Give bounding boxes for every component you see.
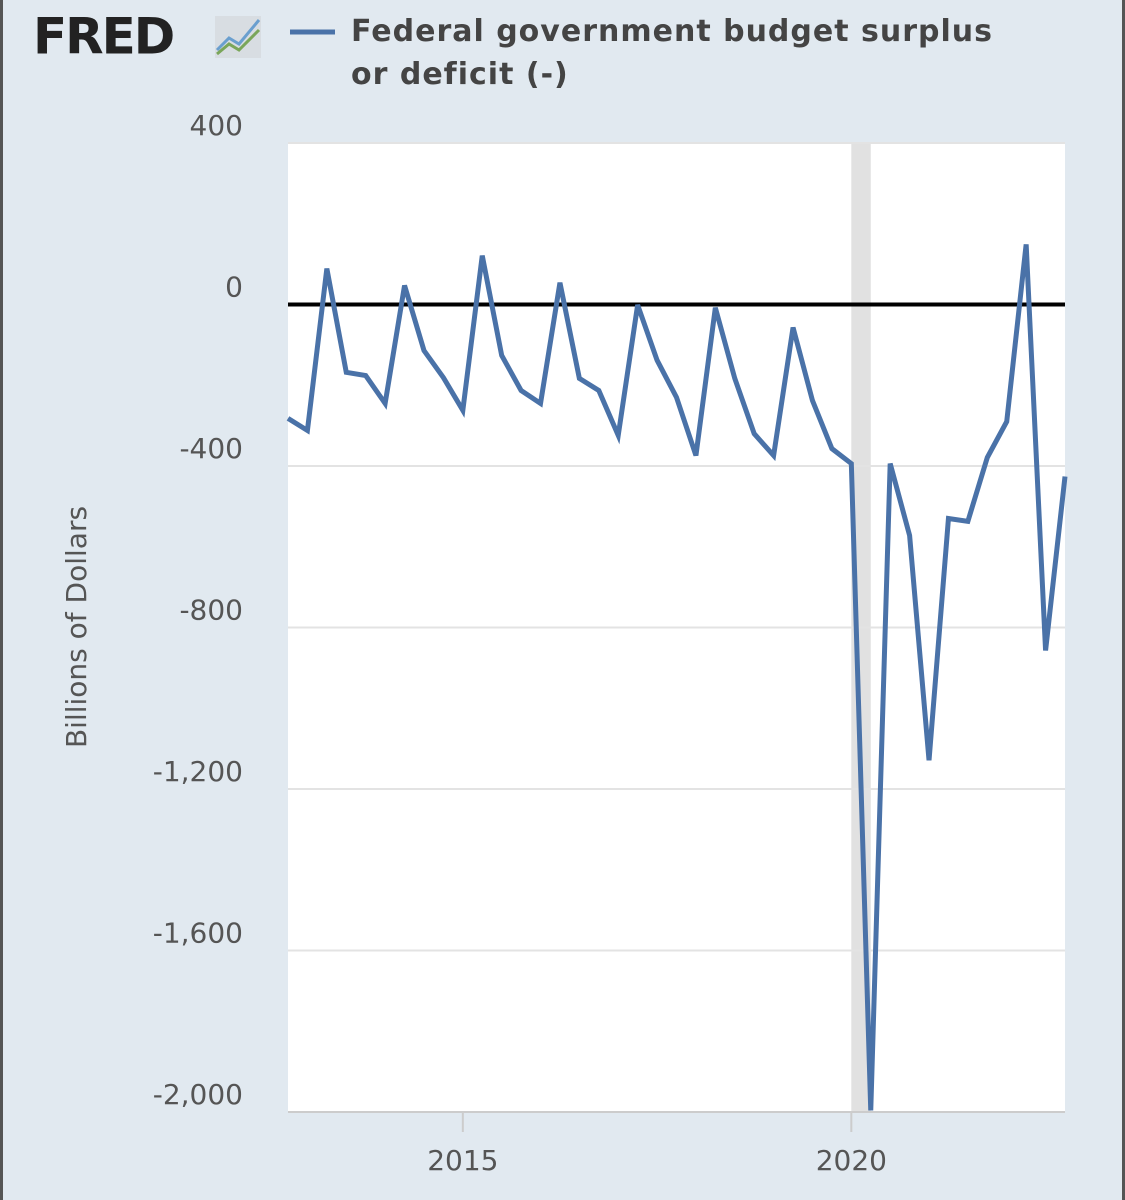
y-tick-label: 0 [225, 271, 243, 304]
data-line [286, 244, 1068, 1111]
y-tick-label: 400 [190, 109, 243, 142]
y-tick-label: -400 [179, 432, 243, 465]
logo: FRED [33, 8, 173, 66]
y-tick-label: -1,600 [153, 917, 243, 950]
x-tick-label: 2015 [427, 1144, 498, 1177]
chart: FRED Billions of Dollars 400 0 -400 -800 -1,… [33, 8, 1068, 1177]
logo-icon [215, 16, 261, 58]
y-tick-label: -1,200 [153, 755, 243, 788]
x-tick-label: 2020 [816, 1144, 887, 1177]
y-tick-label: -800 [179, 594, 243, 627]
y-axis-label: Billions of Dollars [60, 506, 93, 748]
legend-label: Federal government budget surplus or def… [351, 14, 993, 92]
y-tick-label: -2,000 [153, 1078, 243, 1111]
